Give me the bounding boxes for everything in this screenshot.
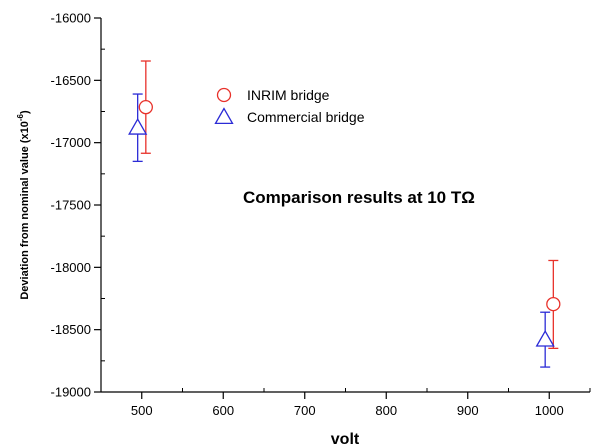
data-point (138, 99, 153, 115)
data-point-group (128, 93, 148, 163)
y-tick-label: -18000 (51, 260, 91, 275)
y-axis-title-main: Deviation from nominal value (x10 (19, 121, 31, 300)
x-axis-title: volt (331, 431, 360, 448)
legend-label: Commercial bridge (247, 109, 365, 125)
x-tick-label: 600 (212, 403, 234, 418)
y-ticks: -19000 -18500 -18000 -17500 -17000 -16500 -160… (51, 11, 105, 400)
data-marks (128, 60, 561, 368)
data-point (546, 296, 561, 312)
legend-item: Commercial bridge (214, 107, 365, 125)
x-tick-label: 900 (457, 403, 479, 418)
legend-marker (214, 107, 234, 125)
y-tick-label: -16000 (51, 11, 91, 26)
y-tick-label: -17000 (51, 135, 91, 150)
x-tick-label: 700 (294, 403, 316, 418)
data-point (128, 117, 148, 135)
x-tick-label: 1000 (535, 403, 564, 418)
data-point-group (138, 60, 153, 154)
legend: INRIM bridge Commercial bridge (214, 87, 365, 125)
legend-item: INRIM bridge (216, 87, 330, 103)
y-axis-title: Deviation from nominal value (x10-6) (16, 110, 31, 300)
y-tick-label: -16500 (51, 73, 91, 88)
legend-label: INRIM bridge (247, 87, 330, 103)
y-tick-label: -18500 (51, 322, 91, 337)
y-axis-title-sup: -6 (16, 113, 25, 121)
legend-marker (216, 87, 232, 103)
x-ticks: 500 600 700 800 900 1000 (100, 388, 591, 418)
y-axis-title-end: ) (19, 110, 31, 114)
y-tick-label: -19000 (51, 385, 91, 400)
data-point-group (535, 311, 555, 368)
data-point (535, 329, 555, 347)
data-point-group (546, 259, 561, 350)
y-tick-label: -17500 (51, 198, 91, 213)
x-tick-label: 800 (375, 403, 397, 418)
chart-annotation: Comparison results at 10 TΩ (243, 188, 475, 207)
x-tick-label: 500 (131, 403, 153, 418)
